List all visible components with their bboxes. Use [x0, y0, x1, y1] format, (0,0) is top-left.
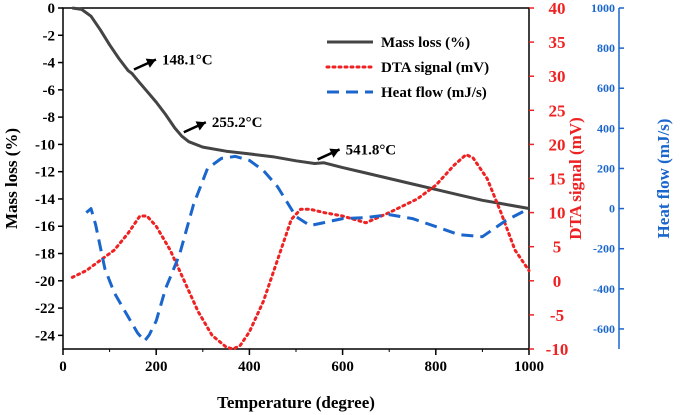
annotation-label: 541.8°C [346, 142, 397, 158]
y-axis-left-title: Mass loss (%) [2, 128, 21, 229]
legend: Mass loss (%) DTA signal (mV) Heat flow (m… [325, 35, 489, 101]
series-line-dotted [70, 153, 531, 351]
y-dta-tick-label: 15 [549, 170, 566, 189]
y-dta-tick-label: -10 [546, 340, 569, 359]
x-tick-label: 1000 [514, 359, 544, 375]
annotation: 541.8°C [317, 142, 397, 161]
axes-layer: 0 200 400 600 800 10000-2-4-6-8-10-12-14-16-1… [35, 0, 624, 375]
y-left-tick-label: -22 [35, 301, 55, 317]
x-tick-label: 600 [331, 359, 354, 375]
y-heat-flow-tick-label: 800 [597, 41, 615, 55]
annotation: 148.1°C [133, 52, 213, 71]
annotation-label: 148.1°C [162, 52, 213, 68]
y-left-tick-label: 0 [48, 1, 56, 17]
y-heat-flow-tick-label: -400 [593, 282, 615, 296]
series-line-solid [72, 6, 530, 210]
y-left-tick-label: -24 [35, 328, 55, 344]
annotation: 255.2°C [183, 115, 263, 134]
x-tick-label: 0 [59, 359, 67, 375]
x-tick-label: 800 [425, 359, 448, 375]
series-layer [70, 6, 531, 351]
legend-label: Heat flow (mJ/s) [381, 85, 487, 101]
y-heat-flow-tick-label: 400 [597, 121, 615, 135]
y-dta-tick-label: 0 [553, 272, 562, 291]
x-axis-title: Temperature (degree) [217, 393, 375, 412]
y-dta-tick-label: -5 [550, 306, 564, 325]
y-dta-tick-label: 35 [549, 33, 566, 52]
y-heat-flow-tick-label: 0 [609, 202, 615, 216]
y-left-tick-label: -18 [35, 247, 55, 263]
y-heat-flow-tick-label: -200 [593, 242, 615, 256]
y-dta-tick-label: 30 [549, 67, 566, 86]
y-axis-dta-title: DTA signal (mV) [566, 117, 585, 239]
y-dta-tick-label: 10 [549, 204, 566, 223]
y-left-tick-label: -16 [35, 219, 55, 235]
y-heat-flow-tick-label: -600 [593, 322, 615, 336]
y-left-tick-label: -8 [43, 110, 56, 126]
y-heat-flow-tick-label: 200 [597, 161, 615, 175]
annotation-arrow-head [195, 121, 206, 131]
legend-label: Mass loss (%) [381, 35, 470, 51]
legend-item: Mass loss (%) [327, 35, 470, 51]
y-left-tick-label: -2 [43, 28, 56, 44]
series-line-dashed [85, 154, 530, 343]
legend-item: Heat flow (mJ/s) [327, 85, 487, 101]
y-left-tick-label: -4 [43, 56, 56, 72]
annotations-layer: 148.1°C 255.2°C 541.8°C [133, 52, 397, 161]
y-left-tick-label: -6 [43, 83, 56, 99]
y-heat-flow-tick-label: 600 [597, 81, 615, 95]
annotation-arrow-head [145, 58, 156, 68]
y-left-tick-label: -14 [35, 192, 55, 208]
legend-item: DTA signal (mV) [325, 60, 489, 76]
y-left-tick-label: -12 [35, 165, 55, 181]
y-dta-tick-label: 40 [549, 0, 566, 18]
x-tick-label: 400 [238, 359, 261, 375]
annotation-label: 255.2°C [212, 115, 263, 131]
annotation-arrow-head [329, 148, 340, 158]
legend-label: DTA signal (mV) [381, 60, 489, 76]
y-left-tick-label: -20 [35, 274, 55, 290]
y-axis-heat-flow-title: Heat flow (mJ/s) [654, 119, 673, 239]
y-dta-tick-label: 20 [549, 135, 566, 154]
y-left-tick-label: -10 [35, 137, 55, 153]
y-dta-tick-label: 5 [553, 238, 562, 257]
y-heat-flow-tick-label: 1000 [591, 1, 615, 15]
y-dta-tick-label: 25 [549, 101, 566, 120]
x-tick-label: 200 [145, 359, 168, 375]
